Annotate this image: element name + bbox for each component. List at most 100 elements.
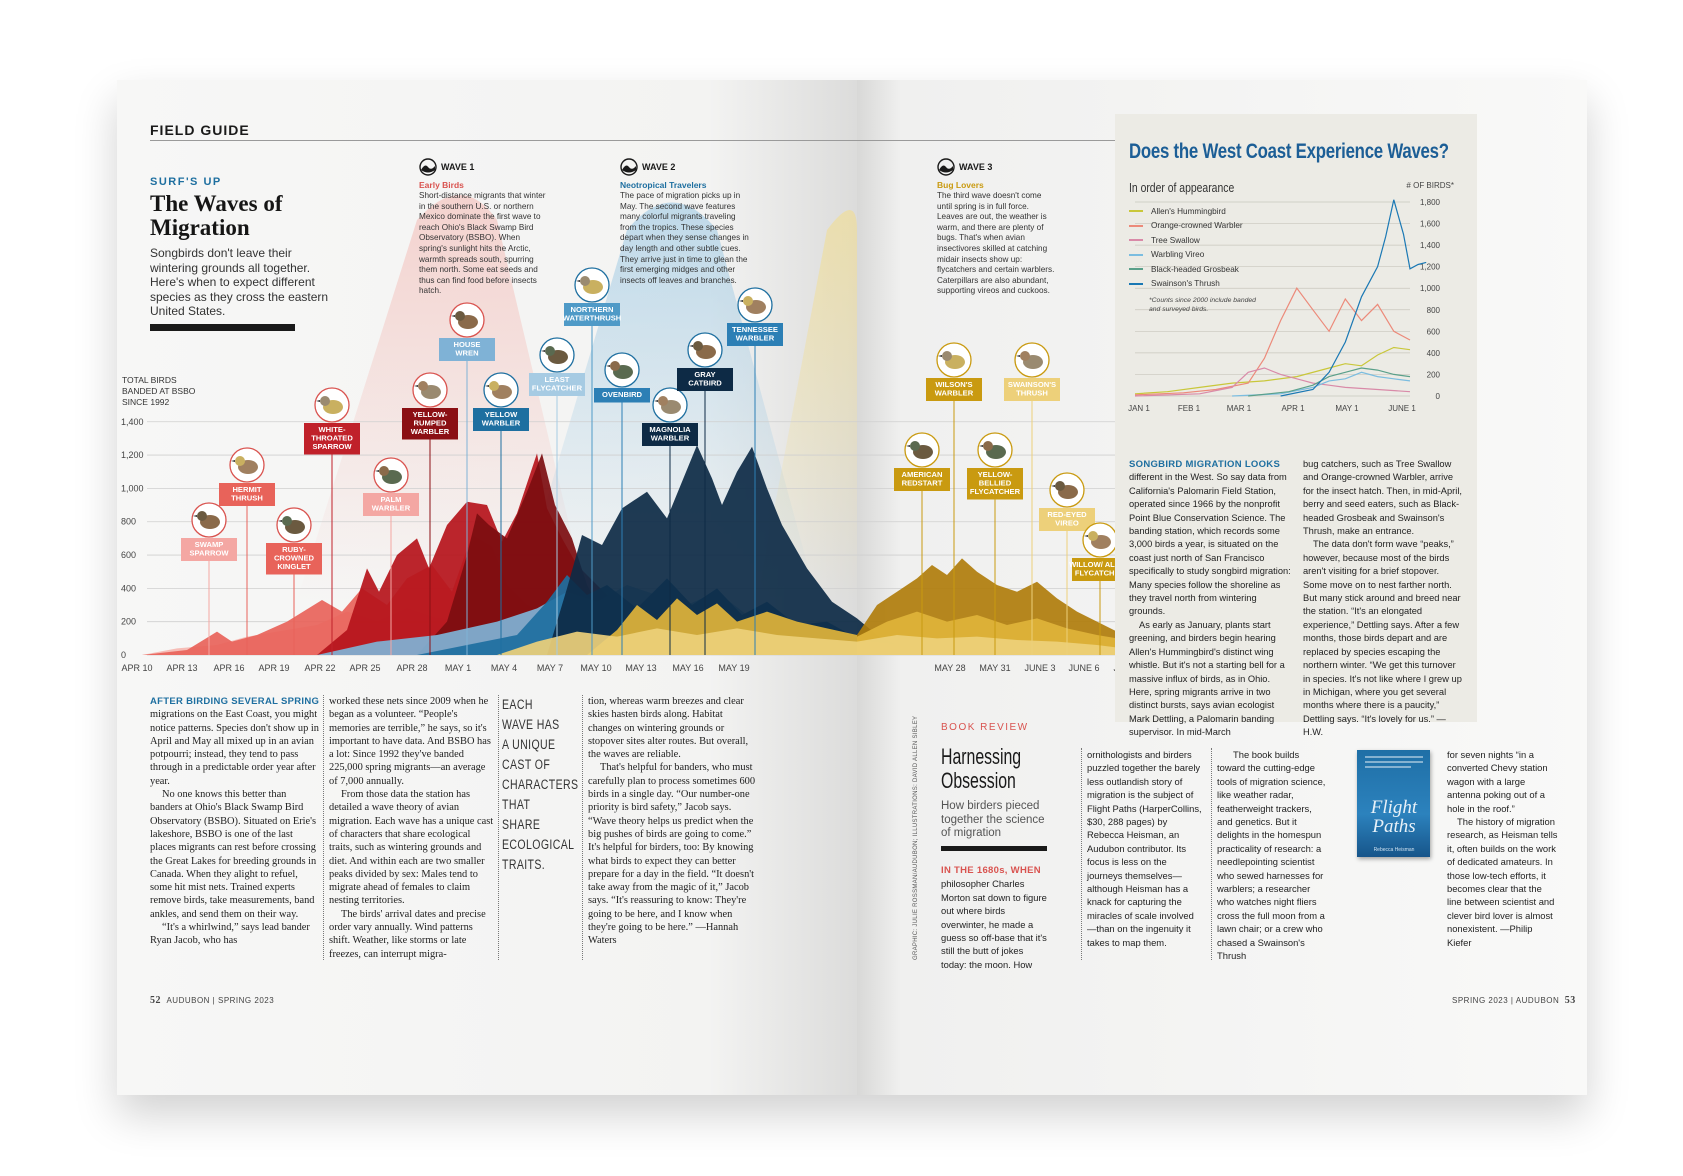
y-tick-label: 1,400: [121, 417, 144, 427]
review-kicker: BOOK REVIEW: [941, 722, 1029, 733]
body-col3-p1: tion, whereas warm breezes and clear ski…: [588, 696, 749, 761]
review-col3-p1: The book builds toward the cutting-edge …: [1217, 749, 1326, 962]
sidebar-column-2: bug catchers, such as Tree Swallow and O…: [1303, 458, 1463, 740]
x-tick-label: MAY 4: [491, 663, 517, 673]
wave-1-note: WAVE 1 Early Birds Short-distance migran…: [419, 158, 549, 297]
bird-label: WARBLER: [651, 434, 690, 443]
chart-legend: Allen's Hummingbird Orange-crowned Warbl…: [1129, 204, 1243, 291]
body-column-2: worked these nets since 2009 when he beg…: [329, 695, 494, 961]
west-y-tick-label: 400: [1427, 349, 1441, 358]
chart-bird-markers: SWAMPSPARROWHERMITTHRUSHRUBY-CROWNEDKING…: [181, 267, 783, 655]
bird-label-box: [677, 368, 733, 391]
y-axis-title-line-3: SINCE 1992: [122, 397, 170, 407]
magazine-spread: 0 200 400 600 800 1,000 1,200 1,400 APR 10 APR 1…: [117, 80, 1587, 1095]
bird-label: GRAY: [694, 370, 715, 379]
sidebar-lead: SONGBIRD MIGRATION LOOKS: [1129, 459, 1281, 470]
area-wave2-dark: [547, 445, 857, 655]
bird-label: SPARROW: [312, 442, 352, 451]
wave-2-title: WAVE 2: [642, 162, 676, 172]
chart-y-ticks: 0 200 400 600 800 1,000 1,200 1,400: [121, 417, 144, 660]
x-tick-label: APR 28: [396, 663, 427, 673]
bird-label-box: [402, 408, 458, 440]
chart-areas-right: [857, 558, 1187, 655]
bird-label: SWAINSON'S: [1008, 380, 1056, 389]
bird-label-box: [266, 543, 322, 575]
west-series-line: [1134, 367, 1411, 397]
body-col3-p2: That's helpful for banders, who must car…: [588, 762, 756, 947]
bird-label: FLYCATCHER: [532, 384, 583, 393]
review-column-1: IN THE 1680s, WHEN philosopher Charles M…: [941, 863, 1051, 971]
wave-1-body: Short-distance migrants that winter in t…: [419, 191, 546, 296]
legend-swatch: [1129, 268, 1143, 271]
bird-label: YELLOW: [485, 410, 518, 419]
folio-right-text: SPRING 2023 | AUDUBON: [1452, 996, 1560, 1005]
wave-2-subtitle: Neotropical Travelers: [620, 180, 707, 190]
bird-label: VIREO: [1055, 519, 1079, 528]
west-series-line: [1280, 199, 1427, 397]
x-tick-label: APR 19: [258, 663, 289, 673]
kicker: SURF'S UP: [150, 176, 222, 188]
bird-label: WARBLER: [482, 419, 521, 428]
bird-beak: [979, 445, 983, 447]
bird-head: [489, 381, 499, 391]
x-tick-label: MAY 10: [580, 663, 611, 673]
graphic-credit: GRAPHIC: JULIE ROSSMAN/AUDUBON; ILLUSTRA…: [913, 715, 919, 960]
west-x-tick-label: APR 1: [1281, 404, 1305, 413]
section-label: FIELD GUIDE: [150, 122, 250, 138]
bird-head: [1088, 531, 1098, 541]
bird-label: AMERICAN: [902, 470, 943, 479]
bird-beak: [906, 445, 910, 447]
y-tick-label: 600: [121, 550, 136, 560]
west-y-tick-label: 800: [1427, 306, 1441, 315]
bird-label: BELLIED: [979, 479, 1012, 488]
legend-label: Warbling Vireo: [1151, 250, 1205, 260]
y-axis-title-line-1: TOTAL BIRDS: [122, 375, 177, 385]
deck-bar: [150, 324, 295, 331]
legend-label: Allen's Hummingbird: [1151, 206, 1226, 216]
bird-label-box: [473, 408, 529, 431]
sidebar-col2-p1: bug catchers, such as Tree Swallow and O…: [1303, 459, 1462, 537]
body-col1-p2: No one knows this better than banders at…: [150, 789, 317, 920]
body-column-1: AFTER BIRDING SEVERAL SPRING migrations …: [150, 695, 320, 948]
bird-label: RUBY-: [282, 545, 306, 554]
west-y-tick-label: 0: [1436, 392, 1441, 401]
bird-label: THRUSH: [231, 494, 263, 503]
bird-marker: OVENBIRD: [594, 352, 650, 655]
review-bar: [941, 846, 1047, 851]
bird-label: YELLOW-: [413, 410, 448, 419]
west-y-tick-label: 200: [1427, 370, 1441, 379]
legend-item: Allen's Hummingbird: [1129, 204, 1243, 219]
bird-label-box: [1004, 378, 1060, 401]
review-title-text: Harnessing Obsession: [941, 744, 1022, 793]
bird-label-box: [1039, 508, 1095, 531]
bird-head: [282, 516, 292, 526]
bird-beak: [375, 470, 379, 472]
y-tick-label: 1,200: [121, 450, 144, 460]
west-chart-y-label: # OF BIRDS*: [1406, 181, 1454, 190]
x-tick-label: JUNE 3: [1024, 663, 1055, 673]
wave-3-body: The third wave doesn't come until spring…: [937, 191, 1055, 296]
chart-areas: [142, 445, 857, 655]
x-tick-label: APR 25: [349, 663, 380, 673]
chart-bird-markers-right: AMERICANREDSTARTWILSON'SWARBLERYELLOW-BE…: [894, 342, 1131, 655]
bird-label: SWAMP: [195, 540, 224, 549]
sidebar-column-1: SONGBIRD MIGRATION LOOKS different in th…: [1129, 458, 1291, 740]
bird-head: [942, 351, 952, 361]
book-cover-blurb: [1365, 756, 1423, 771]
x-tick-label: MAY 28: [934, 663, 965, 673]
body-column-3: tion, whereas warm breezes and clear ski…: [588, 695, 758, 948]
deck: Songbirds don't leave their wintering gr…: [150, 246, 329, 318]
legend-item: Orange-crowned Warbler: [1129, 219, 1243, 234]
bird-head: [235, 456, 245, 466]
review-col1-p1: philosopher Charles Morton sat down to f…: [941, 878, 1047, 970]
x-tick-label: APR 22: [304, 663, 335, 673]
